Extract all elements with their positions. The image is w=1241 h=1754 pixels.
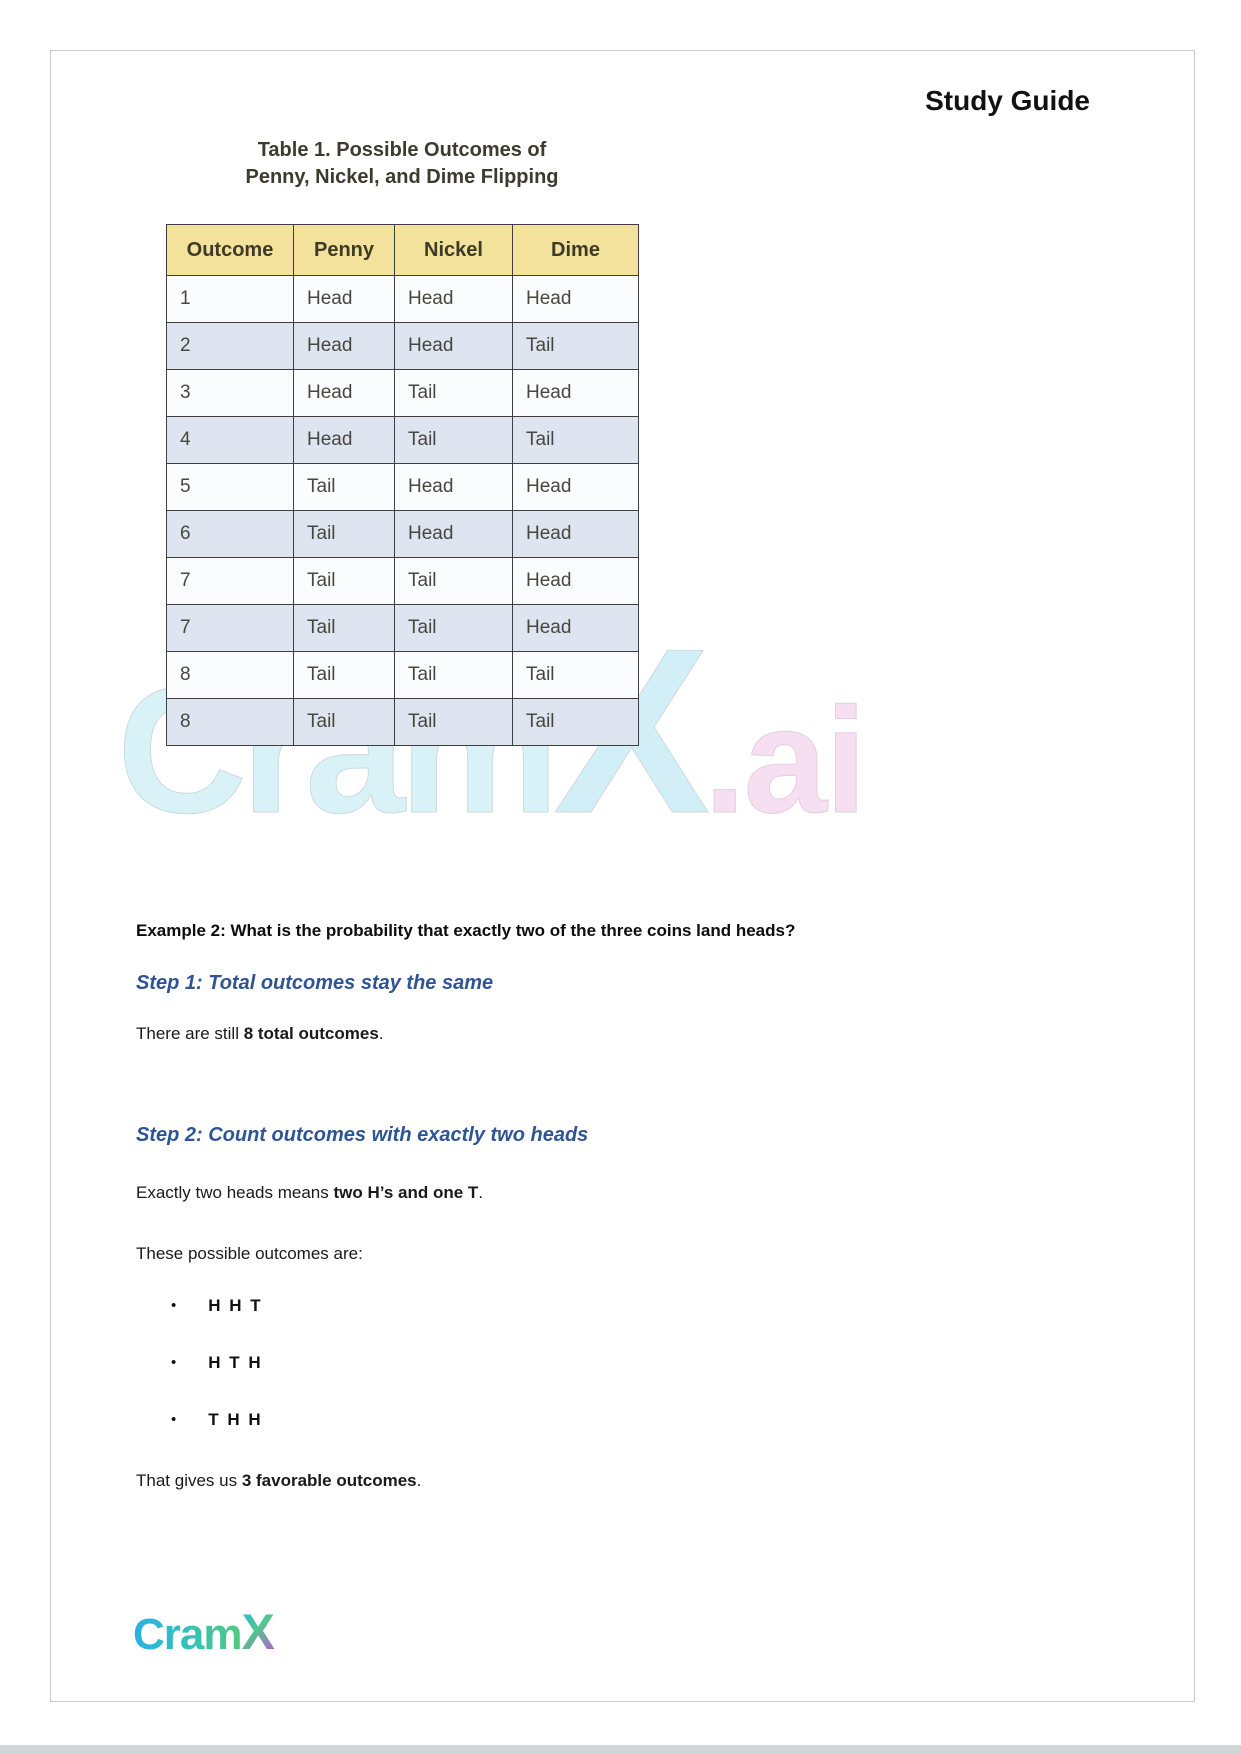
cell-nickel: Tail: [394, 604, 513, 652]
cell-penny: Tail: [293, 651, 395, 699]
logo-cram-text: Cram: [133, 1610, 242, 1659]
cell-dime: Head: [512, 604, 639, 652]
step2-text: Exactly two heads means two H’s and one …: [136, 1183, 483, 1203]
conclusion-prefix: That gives us: [136, 1471, 242, 1490]
list-item: • H T H: [171, 1353, 263, 1373]
cell-nickel: Tail: [394, 557, 513, 605]
cell-nickel: Head: [394, 322, 513, 370]
table-header-row: Outcome Penny Nickel Dime: [166, 224, 639, 276]
conclusion-suffix: .: [416, 1471, 422, 1490]
cell-dime: Tail: [512, 416, 639, 464]
cell-penny: Head: [293, 322, 395, 370]
cell-dime: Head: [512, 275, 639, 323]
cell-outcome: 7: [166, 604, 294, 652]
cell-dime: Head: [512, 557, 639, 605]
step1-heading: Step 1: Total outcomes stay the same: [136, 972, 494, 994]
cramx-logo: CramX: [133, 1604, 275, 1660]
cell-nickel: Head: [394, 510, 513, 558]
bullet-icon: •: [171, 1297, 177, 1314]
cell-penny: Head: [293, 416, 395, 464]
cell-nickel: Tail: [394, 416, 513, 464]
cell-outcome: 7: [166, 557, 294, 605]
column-header-nickel: Nickel: [394, 224, 513, 276]
cell-outcome: 3: [166, 369, 294, 417]
cell-penny: Tail: [293, 510, 395, 558]
bullet-label: T H H: [208, 1410, 263, 1429]
cell-penny: Tail: [293, 604, 395, 652]
cell-outcome: 1: [166, 275, 294, 323]
step1-text-suffix: .: [378, 1024, 384, 1043]
cell-dime: Tail: [512, 698, 639, 746]
cell-penny: Head: [293, 369, 395, 417]
step2-text-prefix: Exactly two heads means: [136, 1183, 334, 1202]
table-row: 7 Tail Tail Head: [166, 604, 639, 652]
cell-outcome: 8: [166, 651, 294, 699]
bullet-label: H T H: [208, 1353, 263, 1372]
cell-nickel: Tail: [394, 369, 513, 417]
cell-outcome: 2: [166, 322, 294, 370]
cell-dime: Head: [512, 510, 639, 558]
cell-dime: Tail: [512, 322, 639, 370]
cell-dime: Head: [512, 463, 639, 511]
cell-penny: Tail: [293, 698, 395, 746]
cell-outcome: 5: [166, 463, 294, 511]
conclusion-bold: 3 favorable outcomes: [241, 1471, 417, 1490]
step2-heading: Step 2: Count outcomes with exactly two …: [136, 1124, 589, 1146]
table-caption-line1: Table 1. Possible Outcomes of: [257, 139, 547, 161]
cell-nickel: Head: [394, 275, 513, 323]
logo-x-text: X: [241, 1604, 275, 1660]
table-row: 7 Tail Tail Head: [166, 557, 639, 605]
outcomes-intro: These possible outcomes are:: [136, 1244, 363, 1263]
cell-outcome: 8: [166, 698, 294, 746]
list-item: • T H H: [171, 1410, 263, 1430]
step1-text: There are still 8 total outcomes.: [136, 1024, 384, 1044]
table-row: 3 Head Tail Head: [166, 369, 639, 417]
cell-outcome: 6: [166, 510, 294, 558]
cell-penny: Tail: [293, 557, 395, 605]
step1-text-bold: 8 total outcomes: [243, 1024, 379, 1043]
bullet-icon: •: [171, 1354, 177, 1371]
column-header-outcome: Outcome: [166, 224, 294, 276]
step1-text-prefix: There are still: [136, 1024, 244, 1043]
watermark-ai-text: .ai: [703, 676, 867, 844]
cell-penny: Head: [293, 275, 395, 323]
bullet-label: H H T: [208, 1296, 263, 1315]
bottom-edge-strip: [0, 1745, 1241, 1754]
outcomes-table: Outcome Penny Nickel Dime 1 Head Head He…: [166, 224, 639, 746]
cell-outcome: 4: [166, 416, 294, 464]
cell-nickel: Head: [394, 463, 513, 511]
step2-text-suffix: .: [478, 1183, 484, 1202]
table-row: 6 Tail Head Head: [166, 510, 639, 558]
list-item: • H H T: [171, 1296, 263, 1316]
step2-text-bold: two H’s and one T: [333, 1183, 479, 1202]
table-row: 2 Head Head Tail: [166, 322, 639, 370]
cell-dime: Head: [512, 369, 639, 417]
page-title: Study Guide: [925, 85, 1090, 116]
table-row: 8 Tail Tail Tail: [166, 651, 639, 699]
table-row: 8 Tail Tail Tail: [166, 698, 639, 746]
cell-nickel: Tail: [394, 698, 513, 746]
column-header-dime: Dime: [512, 224, 639, 276]
document-page: Study Guide Table 1. Possible Outcomes o…: [50, 50, 1195, 1702]
example-heading: Example 2: What is the probability that …: [136, 921, 796, 940]
table-caption-line2: Penny, Nickel, and Dime Flipping: [245, 166, 559, 188]
bullet-icon: •: [171, 1411, 177, 1428]
conclusion-text: That gives us 3 favorable outcomes.: [136, 1471, 421, 1491]
table-caption: Table 1. Possible Outcomes of Penny, Nic…: [166, 137, 638, 191]
table-row: 4 Head Tail Tail: [166, 416, 639, 464]
cell-dime: Tail: [512, 651, 639, 699]
cell-nickel: Tail: [394, 651, 513, 699]
column-header-penny: Penny: [293, 224, 395, 276]
cell-penny: Tail: [293, 463, 395, 511]
table-row: 1 Head Head Head: [166, 275, 639, 323]
table-row: 5 Tail Head Head: [166, 463, 639, 511]
